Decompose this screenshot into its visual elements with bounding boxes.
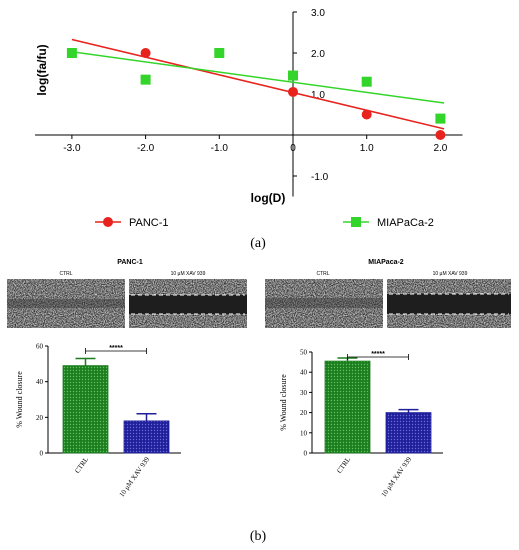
left-ctrl-label: CTRL [59,271,72,277]
panel-a-data-points [66,48,446,140]
y-tick-label: -1.0 [311,172,329,183]
panel-a-scatter-chart: -3.0 -2.0 -1.0 0 1.0 2.0 3.0 2.0 1.0 -1.0 log(D)… [35,8,463,251]
panel-a-x-tick-labels: -3.0 -2.0 -1.0 0 1.0 2.0 [63,143,448,154]
left-ctrl-micrograph [7,279,125,328]
bar-treatment [385,412,432,454]
panel-a-y-axis-label: log(fa/fu) [35,44,49,95]
category-label: 10 μM XAV 939 [118,455,152,498]
y-tick-label: 10 [300,429,308,437]
panel-a-fit-lines [71,38,445,130]
significance-label: ***** [109,345,123,352]
panel-a-axes [35,11,463,197]
category-label: CTRL [73,456,90,475]
y-tick-label: 40 [36,378,44,386]
category-label: CTRL [335,456,352,475]
x-tick-label: 2.0 [433,143,447,154]
y-axis-label: % Wound closure [15,371,24,428]
fit-line-miapaca-2 [71,51,445,104]
x-tick-label: 1.0 [360,143,374,154]
panel-b-bar-chart-panc1: 0 20 40 60 % Wound closure CTRL 10 μM XAV 939 *… [15,343,181,499]
panel-a-label: (a) [250,236,266,251]
x-tick-label: -1.0 [211,143,229,154]
y-tick-label: 0 [40,450,44,458]
data-point-miapaca-2 [435,113,446,124]
panel-a-y-tick-labels: 3.0 2.0 1.0 -1.0 [311,8,329,183]
bar-treatment [123,420,170,454]
y-tick-label: 50 [300,349,308,357]
data-point-miapaca-2 [214,48,225,58]
y-tick-label: 1.0 [311,90,325,101]
left-treat-label: 10 µM XAV 939 [171,271,206,277]
data-point-panc-1 [140,48,151,58]
y-tick-label: 20 [300,409,308,417]
data-point-panc-1 [361,109,372,120]
y-tick-label: 20 [36,414,44,422]
y-tick-label: 40 [300,369,308,377]
panel-b-label: (b) [250,529,267,544]
panel-b-bar-chart-miapaca2: 0 10 20 30 40 50 % Wound closure CTRL 10 μM XAV … [279,349,443,499]
data-point-panc-1 [288,86,298,97]
right-image-title: MIAPaca-2 [368,259,404,266]
y-tick-label: 2.0 [311,49,325,60]
significance-label: ***** [371,351,385,358]
y-axis-label: % Wound closure [279,374,288,431]
data-point-miapaca-2 [140,74,151,85]
left-treat-micrograph [129,279,247,328]
left-image-title: PANC-1 [117,259,143,266]
right-ctrl-micrograph [265,279,383,328]
data-point-miapaca-2 [288,70,298,81]
legend-label: MIAPaCa-2 [377,217,434,229]
category-label: 10 μM XAV 939 [380,455,414,498]
data-point-miapaca-2 [66,48,77,58]
panel-a-x-axis-label: log(D) [251,191,286,205]
legend-marker [351,217,361,227]
y-tick-label: 0 [304,450,308,458]
right-treat-micrograph [387,279,511,328]
fit-line-panc-1 [71,38,445,130]
panel-a-legend: PANC-1 MIAPaCa-2 [95,217,434,229]
bar-ctrl [62,365,109,454]
x-tick-label: -2.0 [137,143,155,154]
right-ctrl-label: CTRL [316,271,329,277]
panel-b-wound-images: PANC-1 MIAPaca-2 CTRL 10 µM XAV 939 CTRL… [7,259,511,328]
x-tick-label: -3.0 [63,143,81,154]
y-tick-label: 60 [36,343,44,351]
data-point-miapaca-2 [361,76,372,87]
y-tick-label: 3.0 [311,8,325,19]
legend-marker [103,217,113,227]
bar-ctrl [324,360,371,454]
x-tick-label: 0 [290,143,296,154]
right-treat-label: 10 µM XAV 939 [433,271,468,277]
data-point-panc-1 [435,130,446,140]
legend-label: PANC-1 [129,217,169,229]
y-tick-label: 30 [300,389,308,397]
